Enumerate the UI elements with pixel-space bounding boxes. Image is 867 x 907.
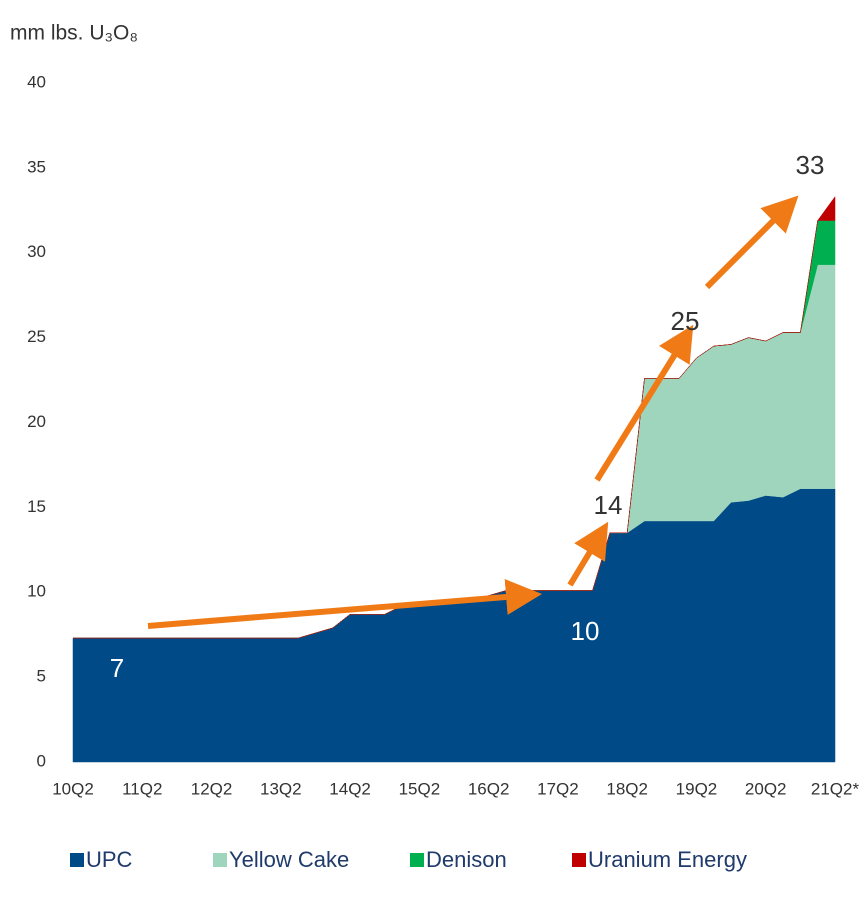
x-tick-label: 19Q2 [676,779,718,798]
annotation: 14 [594,490,623,520]
y-tick-label: 0 [37,751,46,770]
legend-swatch [572,853,586,867]
y-tick-label: 15 [27,497,46,516]
x-tick-label: 21Q2* [811,779,860,798]
annotation: 25 [671,306,700,336]
y-tick-label: 20 [27,412,46,431]
legend-swatch [213,853,227,867]
x-tick-label: 18Q2 [606,779,648,798]
legend-label: Denison [426,847,507,872]
x-tick-label: 13Q2 [260,779,302,798]
x-tick-label: 11Q2 [122,779,162,798]
x-tick-label: 17Q2 [537,779,579,798]
annotation: 33 [796,150,825,180]
x-tick-label: 16Q2 [468,779,510,798]
y-tick-label: 25 [27,327,46,346]
y-tick-label: 5 [37,667,46,686]
x-tick-label: 20Q2 [745,779,787,798]
area [73,195,836,639]
y-tick-label: 35 [27,157,46,176]
x-tick-label: 12Q2 [191,779,233,798]
legend-swatch [410,853,424,867]
legend-label: Yellow Cake [229,847,349,872]
legend-label: UPC [86,847,133,872]
y-tick-label: 40 [27,72,46,91]
x-tick-label: 10Q2 [52,779,94,798]
annotation: 10 [571,616,600,646]
y-axis-label: mm lbs. U₃O₈ [10,22,138,45]
x-tick-label: 14Q2 [329,779,371,798]
legend-swatch [70,853,84,867]
y-tick-label: 10 [27,582,46,601]
arrows [147,195,799,629]
annotation: 7 [110,653,124,683]
x-tick-label: 15Q2 [399,779,441,798]
y-tick-label: 30 [27,242,46,261]
legend-label: Uranium Energy [588,847,747,872]
